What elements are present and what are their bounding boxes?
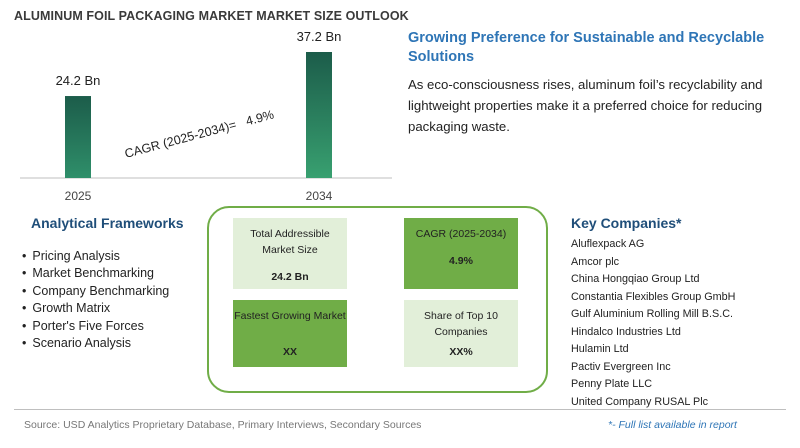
kpi-share-tile: Share of Top 10 Companies XX% — [404, 300, 518, 367]
companies-list: Aluflexpack AG Amcor plc China Hongqiao … — [571, 236, 735, 411]
kpi-fastest-value: XX — [282, 346, 297, 358]
framework-item: Pricing Analysis — [22, 248, 169, 265]
footer-divider — [14, 409, 786, 410]
kpi-share-label: Share of Top 10 Companies — [424, 310, 498, 338]
company-item: Penny Plate LLC — [571, 378, 653, 390]
kpi-share-value: XX% — [449, 346, 473, 358]
data-label-2034: 37.2 Bn — [297, 29, 342, 44]
company-item: Aluflexpack AG — [571, 238, 645, 250]
full-list-note: *- Full list available in report — [608, 419, 737, 431]
market-size-bar-chart: 24.2 Bn 37.2 Bn 2025 2034 CAGR (2025-203… — [20, 29, 392, 203]
framework-item: Growth Matrix — [22, 300, 169, 317]
company-item: United Company RUSAL Plc — [571, 395, 709, 408]
x-tick-2025: 2025 — [65, 189, 92, 203]
framework-item: Scenario Analysis — [22, 335, 169, 352]
bar-2034 — [306, 52, 332, 178]
data-label-2025: 24.2 Bn — [56, 73, 101, 88]
framework-item: Company Benchmarking — [22, 283, 169, 300]
company-item: Amcor plc — [571, 255, 619, 268]
kpi-tam-label: Total Addressible Market Size — [250, 228, 330, 256]
insight-text: As eco-consciousness rises, aluminum foi… — [408, 77, 763, 134]
kpi-fastest-tile: Fastest Growing Market XX — [233, 300, 347, 367]
company-item: Gulf Aluminium Rolling Mill B.S.C. — [571, 308, 734, 320]
cagr-annotation: CAGR (2025-2034)= 4.9% — [123, 108, 275, 161]
kpi-tam-tile: Total Addressible Market Size 24.2 Bn — [233, 218, 347, 289]
companies-title: Key Companies* — [571, 215, 682, 231]
insight-heading: Growing Preference for Sustainable and R… — [408, 30, 765, 65]
kpi-cagr-label: CAGR (2025-2034) — [415, 228, 507, 240]
kpi-cagr-tile: CAGR (2025-2034) 4.9% — [404, 218, 518, 289]
kpi-fastest-label: Fastest Growing Market — [234, 310, 346, 322]
company-item: Constantia Flexibles Group GmbH — [571, 290, 736, 303]
company-item: Hulamin Ltd — [571, 343, 629, 355]
company-item: Pactiv Evergreen Inc — [571, 360, 671, 373]
frameworks-title: Analytical Frameworks — [31, 215, 184, 231]
kpi-tam-value: 24.2 Bn — [271, 271, 309, 283]
bar-2025 — [65, 96, 91, 178]
kpi-cagr-value: 4.9% — [449, 255, 473, 267]
kpi-panel: Total Addressible Market Size 24.2 Bn CA… — [207, 206, 548, 393]
x-tick-2034: 2034 — [306, 189, 333, 203]
framework-item: Porter's Five Forces — [22, 318, 169, 335]
company-item: China Hongqiao Group Ltd — [571, 273, 700, 285]
framework-item: Market Benchmarking — [22, 265, 169, 282]
frameworks-list: Pricing Analysis Market Benchmarking Com… — [22, 248, 169, 352]
company-item: Hindalco Industries Ltd — [571, 325, 681, 338]
page-title: ALUMINUM FOIL PACKAGING MARKET MARKET SI… — [14, 9, 409, 23]
source-note: Source: USD Analytics Proprietary Databa… — [24, 419, 422, 431]
